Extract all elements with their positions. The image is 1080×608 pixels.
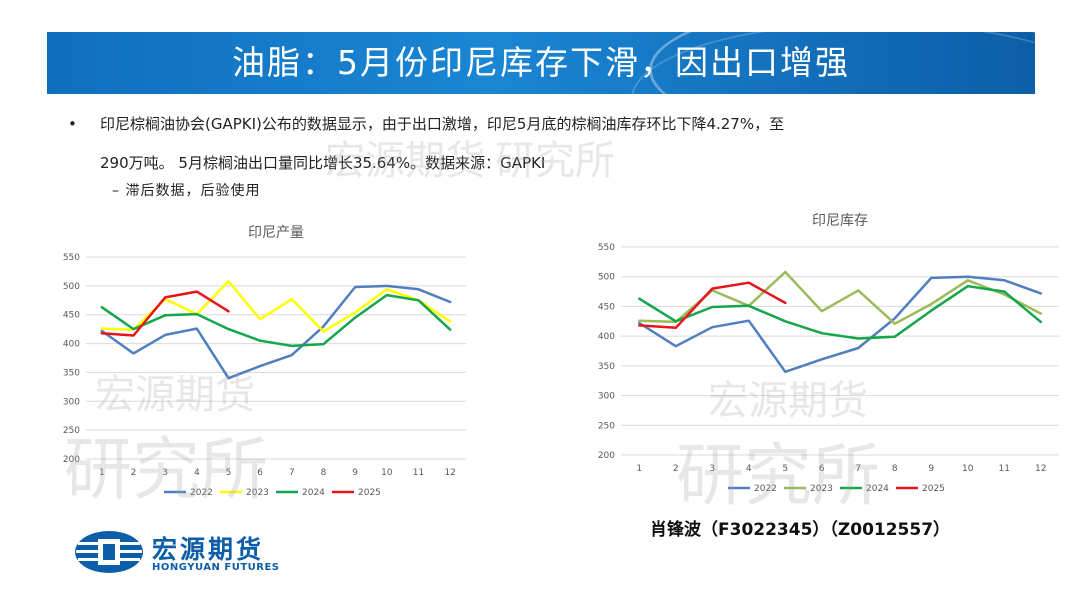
x-tick-label: 9: [928, 464, 934, 474]
y-tick-label: 550: [63, 253, 80, 263]
legend-label: 2024: [866, 484, 889, 494]
x-tick-label: 2: [131, 468, 137, 478]
series-line-2022: [100, 284, 452, 380]
x-tick-label: 6: [257, 468, 263, 478]
x-tick-label: 5: [782, 464, 788, 474]
x-tick-label: 7: [855, 464, 861, 474]
y-tick-label: 400: [598, 332, 615, 342]
author-credit: 肖锋波（F3022345）（Z0012557）: [650, 520, 951, 540]
series-line-2024: [100, 293, 452, 348]
y-tick-label: 550: [598, 243, 615, 253]
legend-label: 2022: [190, 488, 213, 498]
x-tick-label: 5: [226, 468, 232, 478]
legend-label: 2023: [246, 488, 269, 498]
page-title: 油脂：5月份印尼库存下滑，因出口增强: [232, 43, 850, 82]
y-tick-label: 500: [63, 282, 80, 292]
chart-production: 印尼产量 200 250 300 350 400 450 500 550 1 2 3 4 5 6 7 8 9 10 1…: [50, 215, 480, 510]
logo-emblem-icon: [75, 531, 143, 573]
x-tick-label: 4: [194, 468, 200, 478]
x-tick-label: 1: [636, 464, 642, 474]
x-tick-label: 10: [381, 468, 393, 478]
x-tick-label: 8: [321, 468, 327, 478]
legend-label: 2024: [302, 488, 325, 498]
series-line-2024: [638, 284, 1043, 340]
legend-label: 2025: [358, 488, 381, 498]
x-tick-label: 10: [962, 464, 974, 474]
x-tick-label: 11: [999, 464, 1010, 474]
series-line-2022: [638, 275, 1043, 374]
y-tick-label: 500: [598, 273, 615, 283]
x-tick-label: 6: [819, 464, 825, 474]
logo-chinese-name: 宏源期货: [152, 535, 265, 564]
y-tick-label: 200: [598, 451, 615, 461]
series-line-2023: [100, 279, 452, 333]
y-tick-label: 400: [63, 340, 80, 350]
y-tick-label: 450: [598, 302, 615, 312]
chart-title: 印尼产量: [248, 225, 304, 241]
x-tick-label: 1: [99, 468, 105, 478]
y-tick-label: 250: [63, 426, 80, 436]
x-tick-label: 11: [413, 468, 424, 478]
y-tick-label: 300: [63, 397, 80, 407]
series-line-2025: [100, 290, 230, 337]
x-tick-label: 2: [673, 464, 679, 474]
x-tick-label: 7: [289, 468, 295, 478]
x-tick-label: 12: [1035, 464, 1046, 474]
company-logo: 宏源期货 HONGYUAN FUTURES: [74, 528, 314, 578]
x-tick-label: 4: [746, 464, 752, 474]
bullet-dot: •: [68, 115, 77, 133]
y-tick-label: 200: [63, 455, 80, 465]
y-tick-label: 250: [598, 421, 615, 431]
x-tick-label: 3: [162, 468, 168, 478]
logo-english-name: HONGYUAN FUTURES: [152, 562, 280, 573]
y-tick-label: 350: [598, 362, 615, 372]
legend-label: 2022: [754, 484, 777, 494]
x-tick-label: 9: [352, 468, 358, 478]
banner-decoration: [649, 32, 1035, 94]
bullet-text-line-2: 290万吨。 5月棕榈油出口量同比增长35.64%。数据来源：GAPKI: [100, 154, 546, 172]
y-tick-label: 450: [63, 311, 80, 321]
x-tick-label: 8: [892, 464, 898, 474]
legend-label: 2025: [922, 484, 945, 494]
bullet-text-line-1: 印尼棕榈油协会(GAPKI)公布的数据显示，由于出口激增，印尼5月底的棕榈油库存…: [100, 115, 785, 133]
series-line-2023: [638, 270, 1043, 325]
sub-bullet: – 滞后数据，后验使用: [112, 183, 261, 199]
y-tick-label: 350: [63, 368, 80, 378]
x-tick-label: 12: [444, 468, 455, 478]
series-line-2025: [638, 281, 787, 330]
x-tick-label: 3: [709, 464, 715, 474]
y-tick-label: 300: [598, 392, 615, 402]
title-banner: 油脂：5月份印尼库存下滑，因出口增强: [47, 32, 1035, 94]
chart-title: 印尼库存: [812, 213, 868, 229]
legend-label: 2023: [810, 484, 833, 494]
chart-inventory: 印尼库存 200 250 300 350 400 450 500 550 1 2 3 4 5 6 7 8 9 10 1…: [585, 205, 1065, 505]
